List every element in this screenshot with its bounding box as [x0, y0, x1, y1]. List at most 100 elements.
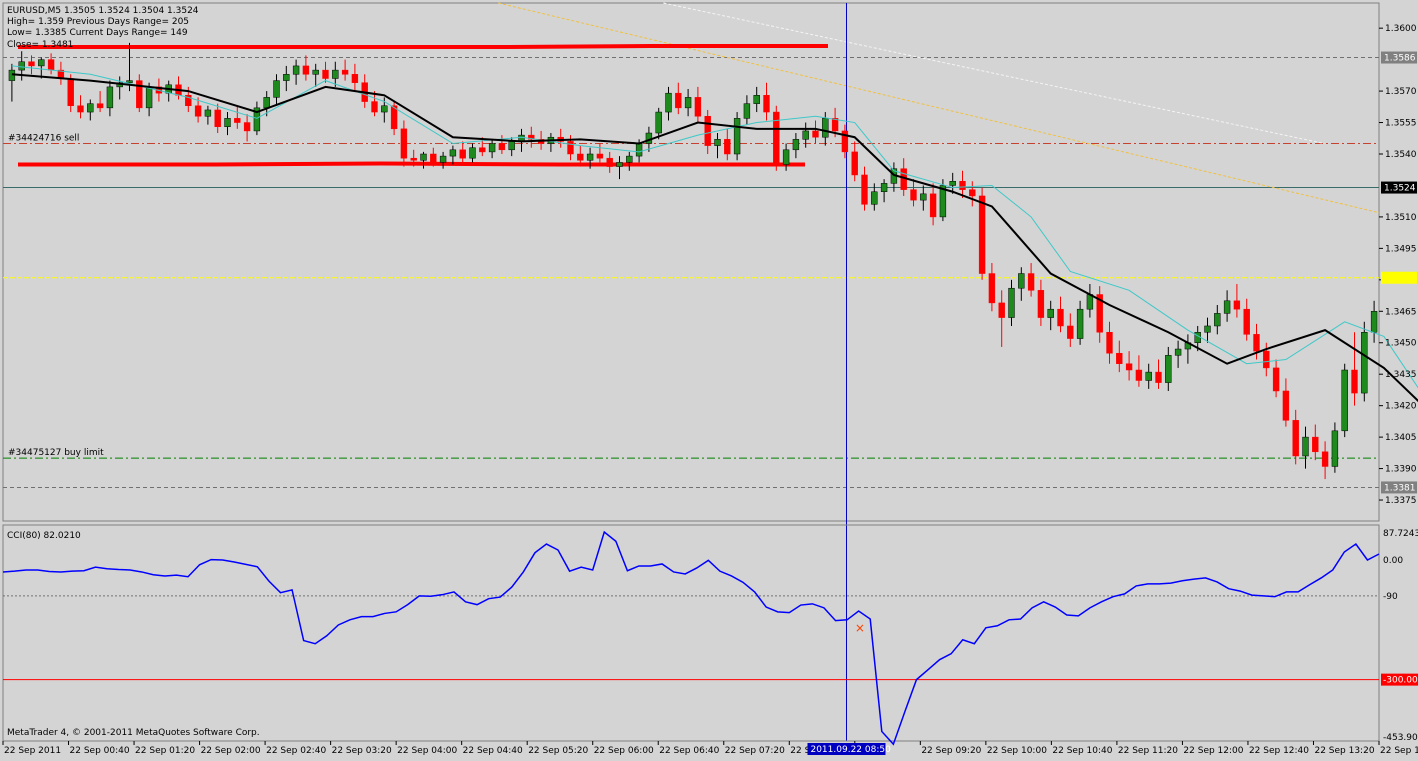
- candle-body: [341, 69, 349, 75]
- candle-body: [1341, 369, 1348, 432]
- time-tick-label: 22 Sep 10:40: [1052, 746, 1112, 756]
- candle-body: [1116, 352, 1123, 364]
- candle-body: [1331, 430, 1339, 467]
- header-line-1: EURUSD,M5 1.3505 1.3524 1.3504 1.3524: [7, 6, 199, 16]
- time-tick-label: 22 Sep 06:40: [659, 746, 719, 756]
- candle-body: [67, 78, 74, 107]
- candle-body: [224, 118, 231, 127]
- candle-body: [420, 153, 427, 161]
- candle-body: [145, 86, 153, 109]
- candle-body: [194, 105, 202, 117]
- candle-body: [596, 153, 604, 159]
- candle-body: [929, 193, 937, 218]
- candle-body: [655, 111, 662, 134]
- candle-body: [312, 69, 319, 75]
- candle-body: [704, 115, 711, 146]
- price-tick-label: 1.3465: [1385, 307, 1417, 317]
- candle-body: [675, 92, 682, 109]
- candle-body: [253, 107, 261, 132]
- candle-body: [616, 162, 623, 167]
- candle-body: [871, 191, 878, 205]
- candle-body: [371, 101, 378, 113]
- candle-body: [1370, 311, 1378, 333]
- time-tick-label: 22 Sep 12:00: [1183, 746, 1243, 756]
- buy-limit-label: #34475127 buy limit: [8, 448, 104, 458]
- candle-body: [714, 139, 721, 146]
- cci-tick-label: 0.00: [1383, 556, 1403, 566]
- candle-body: [782, 149, 790, 165]
- price-tick-label: 1.3375: [1385, 496, 1417, 506]
- cci-tick-label: -453.90: [1383, 733, 1418, 743]
- time-tick-label: 22 Sep 04:40: [463, 746, 523, 756]
- candle-body: [969, 189, 976, 197]
- candle-body: [106, 86, 114, 109]
- header-line-2: High= 1.359 Previous Days Range= 205: [7, 17, 189, 27]
- candle-body: [459, 149, 466, 159]
- candle-body: [1155, 371, 1162, 383]
- candle-body: [1135, 369, 1143, 381]
- candle-body: [410, 157, 417, 161]
- candle-body: [479, 147, 486, 153]
- candle-body: [292, 65, 300, 75]
- candle-body: [528, 134, 535, 140]
- trend-line-orange: [498, 2, 1380, 214]
- candle-body: [763, 95, 770, 113]
- cci-axis: 87.7243 0.00 -90 -300.00 -453.90: [1381, 529, 1418, 743]
- candle-body: [1214, 313, 1221, 327]
- cci-title: CCI(80) 82.0210: [7, 531, 81, 541]
- candle-body: [684, 97, 692, 109]
- candle-body: [743, 103, 751, 119]
- candle-body: [812, 130, 819, 138]
- candle-body: [488, 143, 496, 153]
- price-tag-label: 1.3586: [1384, 54, 1416, 64]
- candle-body: [949, 181, 956, 186]
- candle-body: [606, 157, 613, 167]
- price-tick-label: 1.3495: [1385, 244, 1417, 254]
- time-tick-label: 22 Sep 00:40: [70, 746, 130, 756]
- candle-body: [861, 174, 868, 205]
- candle-body: [1361, 332, 1368, 394]
- price-tick-label: 1.3450: [1385, 339, 1417, 349]
- cci-pane[interactable]: ×: [2, 524, 1380, 746]
- price-tick-label: 1.3540: [1385, 150, 1417, 160]
- price-pane-frame: [2, 2, 1380, 522]
- candle-body: [96, 103, 104, 109]
- time-tick-label: 22 Sep 07:20: [725, 746, 785, 756]
- candle-body: [567, 141, 574, 155]
- candle-body: [283, 74, 290, 81]
- candle-body: [1204, 325, 1211, 333]
- moving-averages-layer: [11, 65, 1418, 403]
- candle-body: [1057, 308, 1064, 327]
- candle-body: [332, 69, 339, 79]
- candle-body: [18, 61, 25, 71]
- candle-body: [1165, 355, 1172, 383]
- candle-body: [449, 149, 457, 157]
- candle-body: [1076, 308, 1084, 339]
- price-tag-bg: [1381, 271, 1417, 284]
- cursor-time-label: 2011.09.22 08:50: [810, 745, 891, 755]
- candle-body: [1174, 348, 1182, 356]
- candle-body: [1302, 436, 1309, 457]
- price-pane[interactable]: [2, 2, 1380, 741]
- candle-body: [792, 139, 800, 151]
- candle-body: [1253, 334, 1260, 352]
- candle-body: [1145, 371, 1152, 381]
- candle-body: [400, 128, 408, 159]
- candle-body: [831, 118, 839, 132]
- candle-body: [998, 302, 1005, 318]
- time-tick-label: 22 Sep 14:00: [1380, 746, 1418, 756]
- time-axis: 22 Sep 2011 22 Sep 00:40 22 Sep 01:20 22 Se…: [2, 741, 1418, 756]
- price-tick-label: 1.3555: [1385, 119, 1417, 129]
- price-tick-label: 1.3510: [1385, 213, 1417, 223]
- candle-body: [508, 141, 515, 151]
- range-line-bottom: [18, 161, 805, 167]
- time-tick-label: 22 Sep 06:00: [594, 746, 654, 756]
- candle-body: [302, 65, 310, 75]
- candle-body: [753, 95, 760, 104]
- time-tick-label: 22 Sep 11:20: [1118, 746, 1178, 756]
- time-tick-label: 22 Sep 2011: [4, 746, 61, 756]
- price-tag-bg: [1381, 181, 1417, 194]
- candle-body: [185, 95, 192, 107]
